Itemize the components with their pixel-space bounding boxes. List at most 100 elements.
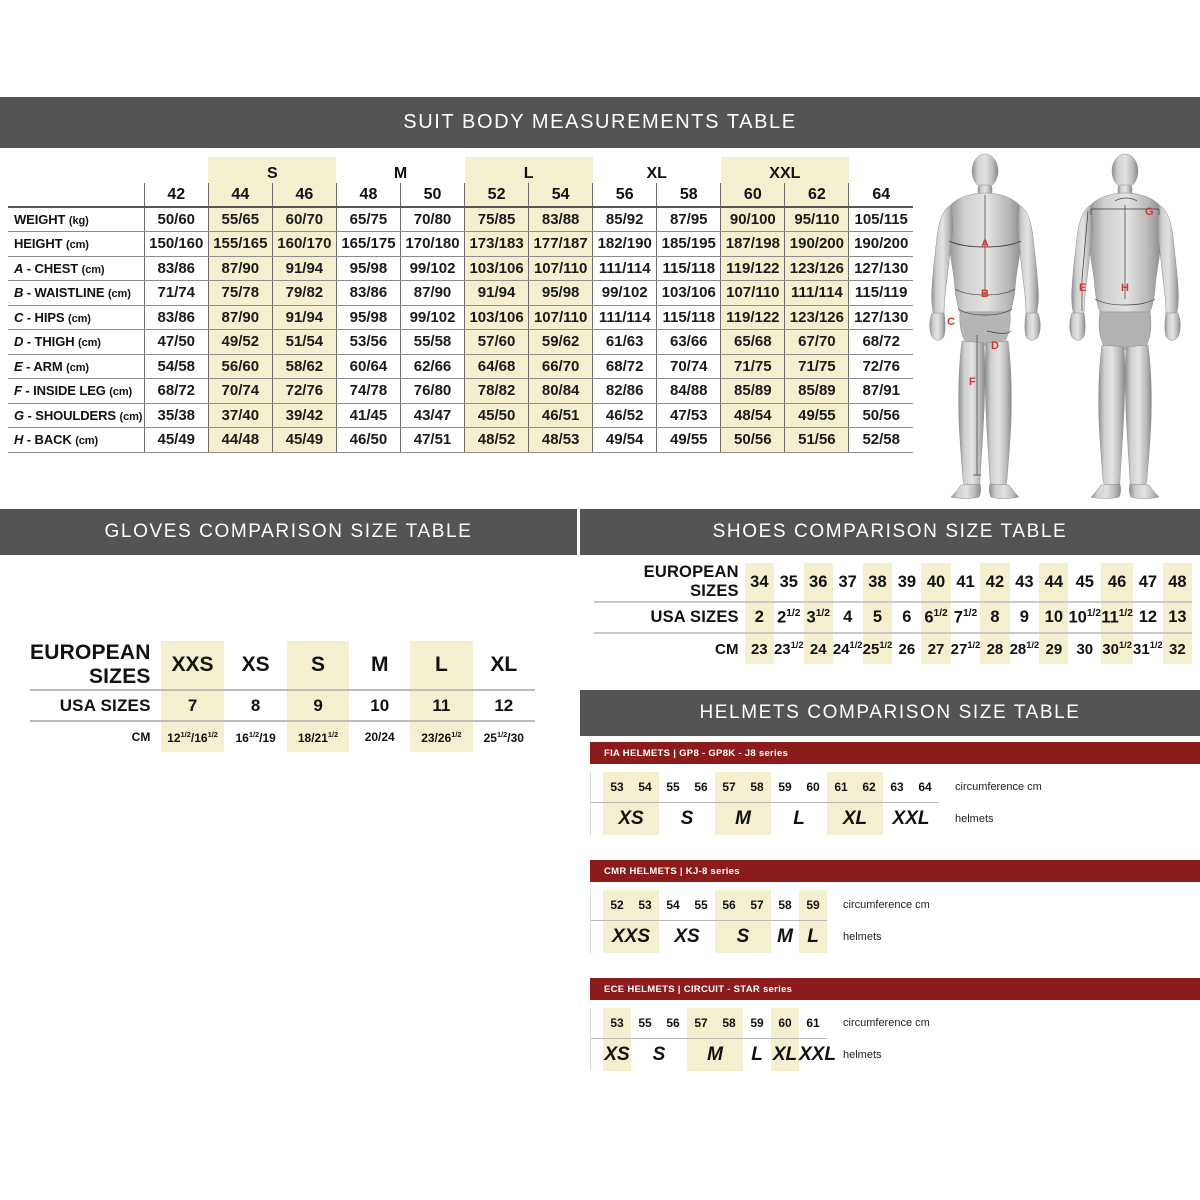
suit-cell: 150/160: [143, 231, 209, 257]
suit-cell: 187/198: [720, 231, 785, 257]
suit-size-52: 52: [464, 183, 529, 208]
gloves-row-usa: USA SIZES 7 8 9 10 11 12: [30, 690, 535, 722]
suit-cell: 72/76: [271, 378, 337, 404]
helmet-circumference-cell: 63: [890, 780, 904, 794]
suit-cell: 107/110: [720, 280, 785, 306]
body-figure-back: G E H: [1055, 149, 1195, 501]
suit-cell: 70/74: [207, 378, 273, 404]
suit-cell: 87/90: [399, 280, 465, 306]
table-row: E - ARM (cm) 54/58 56/60 58/62 60/64 62/66 64/…: [8, 354, 913, 379]
shoes-cell: 71/2: [950, 602, 981, 634]
suit-cell: 63/66: [656, 329, 721, 355]
suit-size-56: 56: [592, 183, 657, 208]
table-row: WEIGHT (kg) 50/60 55/65 60/70 65/75 70/80 75/8…: [8, 207, 913, 232]
suit-cell: 47/53: [656, 403, 721, 428]
shoes-cell: 4: [832, 602, 863, 634]
suit-cell: 83/86: [143, 256, 209, 281]
body-figures: A B C D F: [915, 149, 1200, 501]
table-row: G - SHOULDERS (cm) 35/38 37/40 39/42 41/45 43…: [8, 403, 913, 428]
shoes-cell: 8: [980, 602, 1010, 634]
suit-cell: 111/114: [784, 280, 849, 306]
helmet-subheader-1: CMR HELMETS | KJ-8 series: [590, 860, 1200, 882]
gloves-row-cm: CM 121/2/161/2 161/2/19 18/211/2 20/24 23/261…: [30, 721, 535, 752]
suit-size-row-label: [8, 183, 145, 208]
suit-cell: 119/122: [720, 305, 785, 330]
helmet-size-m: M: [777, 926, 793, 947]
suit-group-m: M: [393, 165, 408, 182]
suit-cell: 75/85: [464, 207, 529, 232]
gloves-cell: 121/2/161/2: [160, 721, 225, 752]
shoes-cell: 40: [921, 563, 951, 603]
suit-group-row: S M L XL XXL: [8, 157, 913, 183]
table-row: D - THIGH (cm) 47/50 49/52 51/54 53/56 55/58 5…: [8, 329, 913, 355]
suit-cell: 50/56: [848, 403, 913, 428]
shoes-cell: 44: [1039, 563, 1069, 603]
shoes-cell: 48: [1162, 563, 1192, 603]
suit-row-label-inside-leg: F - INSIDE LEG (cm): [8, 378, 145, 404]
gloves-cell: XXS: [160, 641, 225, 691]
shoes-size-table: EUROPEAN SIZES 34 35 36 37 38 39 40 41 42 43 44 45 46…: [594, 563, 1194, 664]
gloves-cell: 23/261/2: [410, 721, 473, 752]
gloves-row-label-cm: CM: [131, 730, 151, 744]
suit-cell: 99/102: [592, 280, 657, 306]
gloves-cell: 8: [224, 690, 287, 722]
shoes-cell: 36: [803, 563, 833, 603]
suit-cell: 53/56: [335, 329, 401, 355]
helmet-circumference-row: 53 54 55 56 57 58 59 60 61 62 63 64 circumference cm: [591, 772, 1190, 802]
suit-cell: 99/102: [399, 305, 465, 330]
shoes-cell: 32: [1162, 633, 1192, 664]
svg-text:C: C: [947, 316, 955, 328]
helmet-circumference-caption: circumference cm: [843, 899, 930, 911]
suit-cell: 95/110: [784, 207, 849, 232]
suit-cell: 165/175: [335, 231, 401, 257]
helmet-circumference-cell: 61: [806, 1016, 820, 1030]
svg-text:H: H: [1121, 282, 1129, 294]
table-row: H - BACK (cm) 45/49 44/48 45/49 46/50 47/51 48…: [8, 427, 913, 453]
suit-row-label-hips: C - HIPS (cm): [8, 305, 145, 330]
shoes-cell: 43: [1009, 563, 1040, 603]
helmet-size-s: S: [652, 1044, 666, 1065]
suit-cell: 185/195: [656, 231, 721, 257]
helmet-circumference-cell: 54: [631, 772, 659, 802]
suit-cell: 50/56: [720, 427, 785, 453]
suit-cell: 170/180: [399, 231, 465, 257]
suit-row-label-thigh: D - THIGH (cm): [8, 329, 145, 355]
helmet-circumference-cell: 62: [855, 772, 883, 802]
suit-cell: 90/100: [720, 207, 785, 232]
suit-cell: 55/65: [207, 207, 273, 232]
suit-measurements-table: S M L XL XXL 42 44 46 48 50 52 54 56 58 60 62 64 WEIGHT (…: [8, 157, 913, 497]
helmet-grid-2: 53 55 56 57 58 59 60 61 circumference cm XS S M L XL X…: [590, 1008, 1190, 1071]
suit-group-l: L: [464, 157, 593, 183]
suit-cell: 103/106: [464, 305, 529, 330]
suit-cell: 59/62: [528, 329, 593, 355]
helmet-circumference-cell: 56: [666, 1016, 680, 1030]
helmet-size-xxl: XXL: [892, 808, 930, 829]
helmet-circumference-row: 52 53 54 55 56 57 58 59 circumference cm: [591, 890, 1190, 920]
table-row: A - CHEST (cm) 83/86 87/90 91/94 95/98 99/102…: [8, 256, 913, 281]
helmet-circumference-cell: 53: [631, 890, 659, 920]
suit-cell: 66/70: [528, 354, 593, 379]
shoes-section: SHOES COMPARISON SIZE TABLE EUROPEAN SIZ…: [580, 501, 1200, 686]
suit-cell: 60/64: [335, 354, 401, 379]
suit-cell: 46/52: [592, 403, 657, 428]
helmet-circumference-cell: 53: [603, 772, 631, 802]
suit-cell: 105/115: [848, 207, 913, 232]
suit-cell: 65/75: [335, 207, 401, 232]
shoes-row-european: EUROPEAN SIZES 34 35 36 37 38 39 40 41 42 43 44 45 46…: [594, 563, 1192, 603]
shoes-cell: 251/2: [862, 633, 893, 664]
helmet-circumference-cell: 56: [694, 780, 708, 794]
suit-cell: 85/92: [592, 207, 657, 232]
shoes-cell: 101/2: [1068, 602, 1102, 634]
helmet-circumference-cell: 57: [687, 1008, 715, 1038]
suit-cell: 115/118: [656, 305, 721, 330]
suit-cell: 70/80: [399, 207, 465, 232]
suit-cell: 85/89: [784, 378, 849, 404]
shoes-row-label-cm: CM: [715, 640, 739, 658]
shoes-row-label-european: EUROPEAN SIZES: [594, 563, 745, 603]
suit-size-44: 44: [207, 183, 273, 208]
suit-cell: 107/110: [528, 256, 593, 281]
helmet-grid-1: 52 53 54 55 56 57 58 59 circumference cm XXS XS S M L…: [590, 890, 1190, 953]
top-white-strip: [0, 0, 1200, 97]
suit-cell: 35/38: [143, 403, 209, 428]
shoes-cell: 47: [1132, 563, 1163, 603]
